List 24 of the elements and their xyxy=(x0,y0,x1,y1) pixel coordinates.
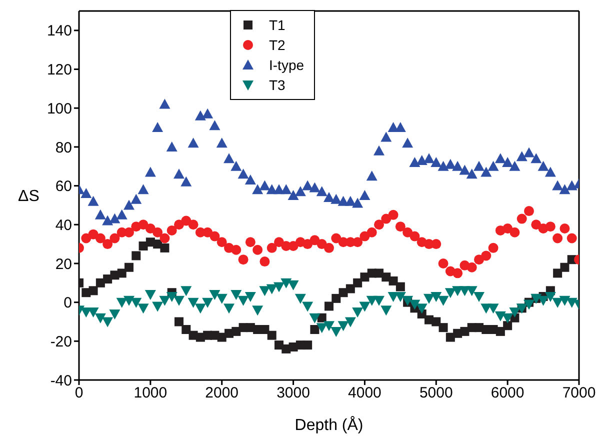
y-tick-label: 40 xyxy=(55,216,72,234)
x-tick-label: 4000 xyxy=(348,384,382,402)
legend-label: T3 xyxy=(269,77,286,93)
y-tick-label: 140 xyxy=(46,22,72,40)
y-tick-label: 100 xyxy=(46,100,72,118)
y-tick-label: 80 xyxy=(55,139,72,156)
y-tick-label: 120 xyxy=(46,62,72,79)
y-axis-title: ΔS xyxy=(18,188,40,206)
y-tick-label: -40 xyxy=(50,372,72,390)
x-tick-label: 2000 xyxy=(205,384,239,402)
x-tick-label: 1000 xyxy=(134,384,168,402)
x-tick-label: 0 xyxy=(74,384,84,402)
x-tick-label: 3000 xyxy=(276,384,310,402)
y-tick-label: 0 xyxy=(64,294,72,312)
y-tick-label: 60 xyxy=(55,178,72,196)
x-tick-label: 7000 xyxy=(562,384,596,402)
x-tick-label: 5000 xyxy=(419,384,453,402)
legend-label: T1 xyxy=(269,17,286,33)
x-axis-title: Depth (Å) xyxy=(294,416,364,434)
x-tick-label: 6000 xyxy=(490,384,524,402)
y-tick-label: -20 xyxy=(50,333,72,350)
legend-label: I-type xyxy=(269,57,304,73)
legend-label: T2 xyxy=(269,37,286,53)
y-tick-label: 20 xyxy=(55,256,72,273)
